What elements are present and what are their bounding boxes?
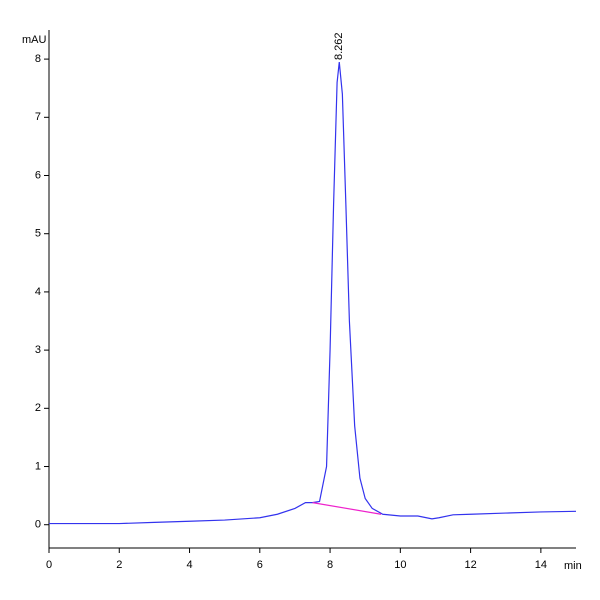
x-tick-label: 12 — [464, 559, 476, 571]
x-tick-label: 6 — [257, 559, 263, 571]
y-tick-label: 1 — [35, 460, 41, 472]
x-tick-label: 4 — [186, 559, 192, 571]
trace — [49, 61, 577, 525]
y-tick-label: 5 — [35, 228, 41, 240]
y-tick-label: 0 — [35, 519, 41, 531]
x-tick-label: 0 — [46, 559, 52, 571]
y-tick-label: 6 — [35, 169, 41, 181]
x-tick-label: 8 — [327, 559, 333, 571]
trace — [312, 502, 382, 515]
y-tick-label: 3 — [35, 344, 41, 356]
x-tick-label: 2 — [116, 559, 122, 571]
y-tick-label: 4 — [35, 286, 41, 298]
x-axis-label: min — [564, 560, 582, 572]
x-tick-label: 14 — [535, 559, 547, 571]
y-tick-label: 2 — [35, 402, 41, 414]
y-tick-label: 7 — [35, 111, 41, 123]
x-tick-label: 10 — [394, 559, 406, 571]
peak-label: 8.262 — [333, 32, 345, 60]
y-tick-label: 8 — [35, 53, 41, 65]
y-axis-label: mAU — [22, 34, 47, 46]
